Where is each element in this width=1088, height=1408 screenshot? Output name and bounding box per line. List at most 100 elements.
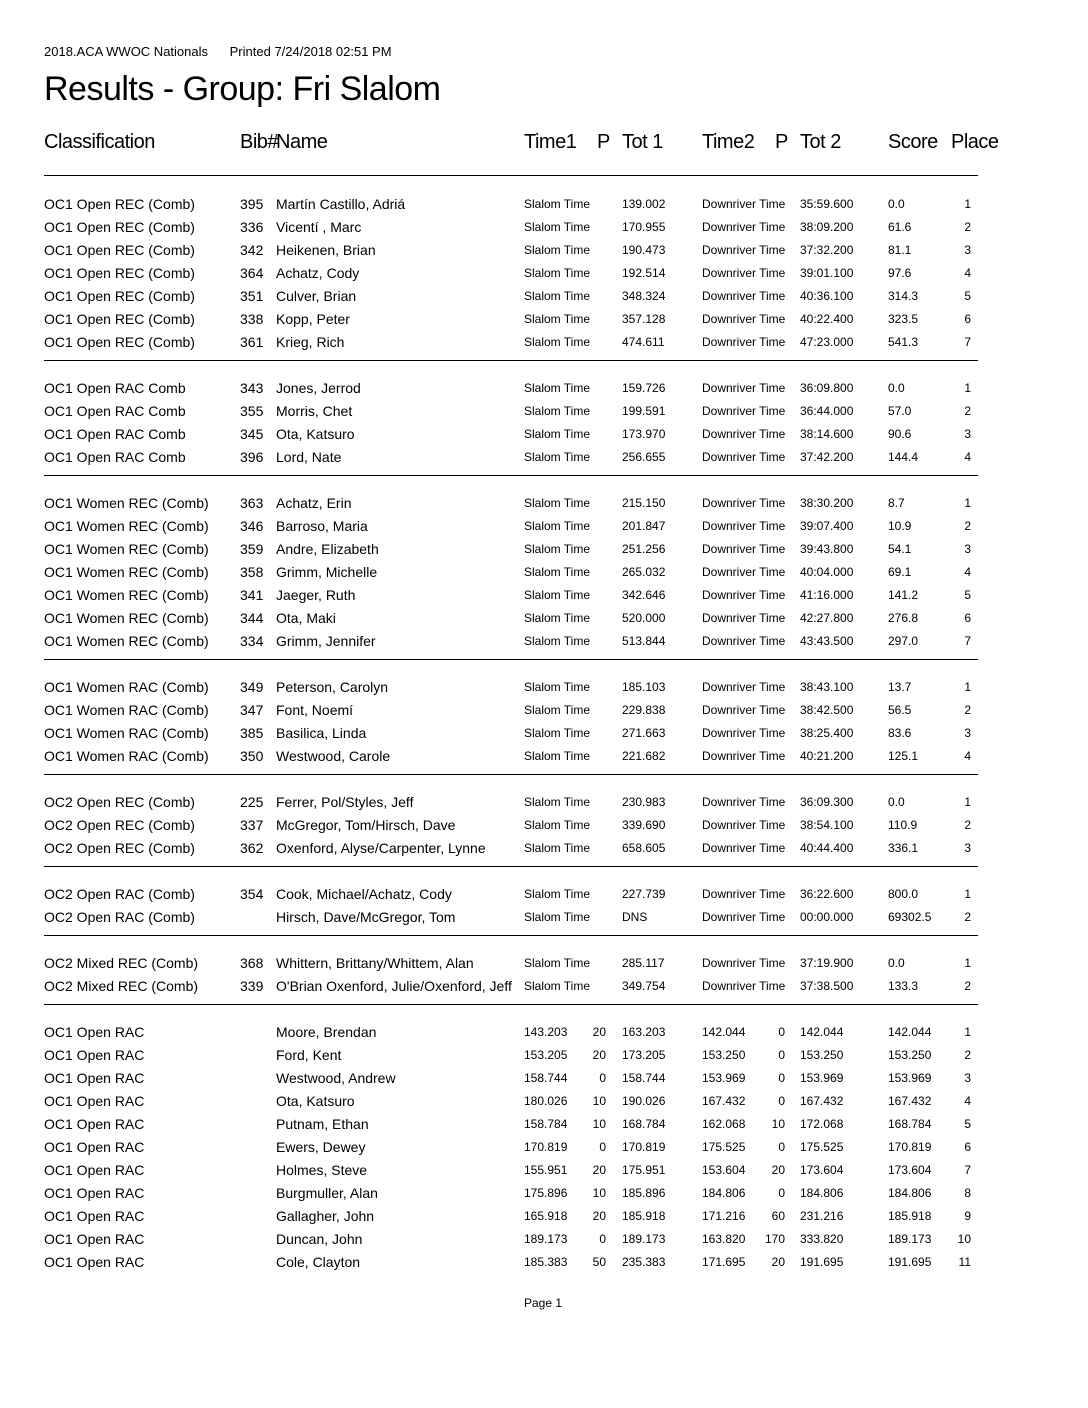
cell-classification: OC1 Women REC (Comb) — [44, 564, 209, 580]
cell-classification: OC1 Open REC (Comb) — [44, 242, 195, 258]
cell-name: Ota, Katsuro — [276, 426, 355, 442]
cell-tot1: 357.128 — [622, 312, 666, 326]
cell-score: 153.969 — [888, 1071, 932, 1085]
cell-p2: 20 — [771, 1163, 785, 1177]
cell-name: Font, Noemí — [276, 702, 354, 718]
cell-tot2: 153.250 — [800, 1048, 844, 1062]
cell-p2: 170 — [764, 1232, 785, 1246]
cell-tot2: 37:19.900 — [800, 956, 854, 970]
cell-place: 1 — [964, 680, 971, 694]
cell-tot1: 256.655 — [622, 450, 666, 464]
cell-time1: Slalom Time — [524, 312, 591, 326]
cell-tot2: 38:42.500 — [800, 703, 854, 717]
cell-p1: 10 — [592, 1117, 606, 1131]
cell-name: Peterson, Carolyn — [276, 679, 389, 695]
table-row: OC1 Open RAC Gallagher, John 165.918 20 185.… — [0, 1205, 1088, 1228]
cell-time2: Downriver Time — [702, 427, 786, 441]
cell-name: Grimm, Jennifer — [276, 633, 376, 649]
cell-classification: OC2 Open RAC (Comb) — [44, 886, 195, 902]
cell-place: 4 — [964, 266, 971, 280]
cell-bib: 341 — [240, 587, 264, 603]
result-group: OC1 Open RAC Comb 343 Jones, Jerrod Slalom … — [0, 360, 1088, 469]
cell-tot1: 190.026 — [622, 1094, 666, 1108]
cell-tot1: 221.682 — [622, 749, 666, 763]
table-row: OC1 Women RAC (Comb) 349 Peterson, Carolyn… — [0, 676, 1088, 699]
cell-score: 173.604 — [888, 1163, 932, 1177]
cell-tot1: 235.383 — [622, 1255, 666, 1269]
cell-score: 0.0 — [888, 795, 905, 809]
cell-time2: 153.969 — [702, 1071, 746, 1085]
cell-time1: Slalom Time — [524, 381, 591, 395]
cell-place: 1 — [964, 795, 971, 809]
cell-tot1: 271.663 — [622, 726, 666, 740]
cell-time2: 171.216 — [702, 1209, 746, 1223]
cell-score: 153.250 — [888, 1048, 932, 1062]
cell-time2: Downriver Time — [702, 726, 786, 740]
cell-time2: Downriver Time — [702, 634, 786, 648]
printed-timestamp: Printed 7/24/2018 02:51 PM — [229, 44, 392, 59]
cell-name: Cole, Clayton — [276, 1254, 361, 1270]
cell-tot2: 37:42.200 — [800, 450, 854, 464]
cell-time1: Slalom Time — [524, 979, 591, 993]
cell-place: 2 — [964, 220, 971, 234]
cell-tot2: 40:22.400 — [800, 312, 854, 326]
cell-time2: Downriver Time — [702, 887, 786, 901]
table-row: OC1 Women REC (Comb) 334 Grimm, Jennifer Sl… — [0, 630, 1088, 653]
cell-classification: OC2 Open REC (Comb) — [44, 840, 195, 856]
table-row: OC2 Open REC (Comb) 337 McGregor, Tom/Hirs… — [0, 814, 1088, 837]
table-row: OC1 Open RAC Comb 343 Jones, Jerrod Slalom … — [0, 377, 1088, 400]
cell-p2: 60 — [771, 1209, 785, 1223]
cell-bib: 354 — [240, 886, 264, 902]
cell-p1: 0 — [599, 1071, 606, 1085]
cell-bib: 225 — [240, 794, 264, 810]
table-row: OC1 Open RAC Burgmuller, Alan 175.896 10 185… — [0, 1182, 1088, 1205]
cell-bib: 337 — [240, 817, 264, 833]
cell-place: 2 — [964, 703, 971, 717]
cell-bib: 361 — [240, 334, 264, 350]
cell-time1: Slalom Time — [524, 726, 591, 740]
cell-tot2: 191.695 — [800, 1255, 844, 1269]
results-table: OC1 Open REC (Comb) 395 Martín Castillo, A… — [0, 193, 1088, 1274]
cell-bib: 346 — [240, 518, 264, 534]
cell-tot1: 175.951 — [622, 1163, 666, 1177]
header-divider — [44, 175, 978, 176]
cell-time2: Downriver Time — [702, 266, 786, 280]
cell-score: 110.9 — [888, 818, 918, 832]
col-p2: P — [775, 131, 788, 153]
cell-tot1: 215.150 — [622, 496, 666, 510]
cell-tot2: 42:27.800 — [800, 611, 854, 625]
cell-score: 69302.5 — [888, 910, 932, 924]
table-row: OC1 Open RAC Duncan, John 189.173 0 189.173 1… — [0, 1228, 1088, 1251]
table-row: OC2 Mixed REC (Comb) 368 Whittern, Brittan… — [0, 952, 1088, 975]
cell-place: 5 — [964, 1117, 971, 1131]
cell-place: 7 — [964, 335, 971, 349]
cell-time1: 158.744 — [524, 1071, 568, 1085]
cell-tot1: 513.844 — [622, 634, 666, 648]
cell-score: 69.1 — [888, 565, 912, 579]
result-group: OC2 Open RAC (Comb) 354 Cook, Michael/Acha… — [0, 866, 1088, 929]
cell-time1: Slalom Time — [524, 404, 591, 418]
table-row: OC1 Open REC (Comb) 351 Culver, Brian Slalo… — [0, 285, 1088, 308]
cell-tot1: 139.002 — [622, 197, 666, 211]
page-number: Page 1 — [524, 1296, 563, 1310]
cell-time2: Downriver Time — [702, 795, 786, 809]
cell-score: 0.0 — [888, 956, 905, 970]
cell-time2: 171.695 — [702, 1255, 746, 1269]
cell-time2: 142.044 — [702, 1025, 746, 1039]
cell-time2: Downriver Time — [702, 749, 786, 763]
cell-tot2: 142.044 — [800, 1025, 844, 1039]
cell-time1: Slalom Time — [524, 289, 591, 303]
cell-tot1: 199.591 — [622, 404, 666, 418]
cell-classification: OC1 Women REC (Comb) — [44, 587, 209, 603]
cell-p2: 0 — [778, 1094, 785, 1108]
cell-bib: 351 — [240, 288, 264, 304]
cell-tot2: 36:09.800 — [800, 381, 854, 395]
table-row: OC1 Open REC (Comb) 364 Achatz, Cody Slalom… — [0, 262, 1088, 285]
cell-classification: OC1 Women RAC (Comb) — [44, 725, 209, 741]
cell-tot2: 36:22.600 — [800, 887, 854, 901]
table-row: OC1 Women RAC (Comb) 385 Basilica, Linda Sl… — [0, 722, 1088, 745]
cell-bib: 359 — [240, 541, 264, 557]
cell-score: 81.1 — [888, 243, 912, 257]
col-name: Name — [276, 131, 328, 153]
cell-classification: OC1 Open RAC — [44, 1208, 145, 1224]
